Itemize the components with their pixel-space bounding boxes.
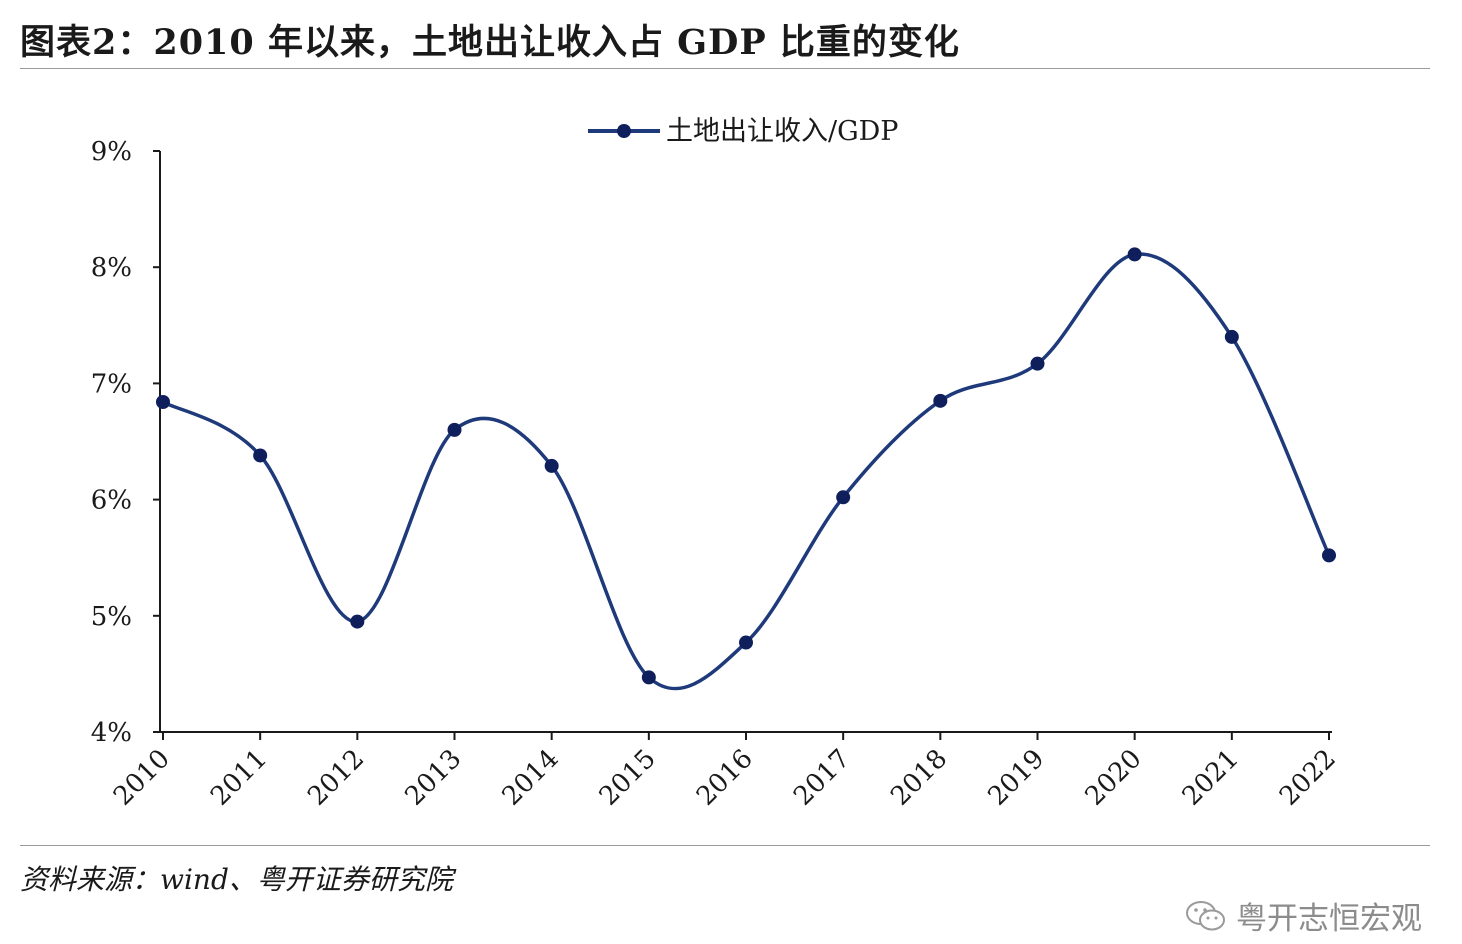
x-tick-label: 2021 xyxy=(1177,744,1245,812)
data-point-2013 xyxy=(447,422,462,437)
y-tick-label: 6% xyxy=(91,486,132,516)
data-point-2018 xyxy=(933,393,948,408)
x-tick-label: 2020 xyxy=(1080,744,1148,812)
title-divider xyxy=(20,68,1430,69)
legend-marker xyxy=(617,124,631,138)
data-point-2019 xyxy=(1030,356,1045,371)
data-point-2020 xyxy=(1127,247,1142,262)
x-tick-label: 2014 xyxy=(497,744,565,812)
data-point-2010 xyxy=(156,394,170,409)
data-points xyxy=(156,247,1336,685)
watermark: 粤开志恒宏观 xyxy=(1184,893,1422,938)
series-line xyxy=(162,252,1331,691)
data-point-2014 xyxy=(544,458,559,473)
y-axis-ticks: 4% 5% 6% 7% 8% 9% xyxy=(91,137,160,748)
y-tick-label: 7% xyxy=(91,369,132,399)
x-tick-label: 2010 xyxy=(108,744,176,812)
data-point-2011 xyxy=(253,448,268,463)
x-tick-label: 2015 xyxy=(594,744,662,812)
y-tick-label: 5% xyxy=(91,602,132,632)
source-note: 资料来源：wind、粤开证券研究院 xyxy=(20,863,453,896)
data-point-2016 xyxy=(739,635,753,650)
data-point-2015 xyxy=(641,670,656,685)
x-tick-label: 2011 xyxy=(205,744,273,812)
x-tick-label: 2013 xyxy=(399,744,467,812)
x-axis-ticks: 2010 2011 2012 2013 2014 2015 2016 2017 2018 2019… xyxy=(108,732,1342,812)
x-tick-label: 2018 xyxy=(885,744,953,812)
data-point-2022 xyxy=(1322,548,1336,563)
y-tick-label: 4% xyxy=(91,718,132,748)
data-point-2017 xyxy=(836,490,851,505)
x-tick-label: 2019 xyxy=(982,744,1050,812)
legend: 土地出让收入/GDP xyxy=(588,116,898,147)
x-tick-label: 2012 xyxy=(302,744,370,812)
legend-label: 土地出让收入/GDP xyxy=(666,116,898,147)
chart-title: 图表2：2010 年以来，土地出让收入占 GDP 比重的变化 xyxy=(20,22,960,63)
x-tick-label: 2016 xyxy=(691,744,759,812)
data-point-2012 xyxy=(350,614,365,629)
y-tick-label: 9% xyxy=(91,137,132,167)
y-tick-label: 8% xyxy=(91,253,132,283)
x-tick-label: 2022 xyxy=(1274,744,1342,812)
footer-divider xyxy=(20,845,1430,846)
x-tick-label: 2017 xyxy=(788,744,856,812)
wechat-icon xyxy=(1186,900,1225,930)
watermark-text: 粤开志恒宏观 xyxy=(1236,901,1422,937)
data-point-2021 xyxy=(1224,329,1239,344)
